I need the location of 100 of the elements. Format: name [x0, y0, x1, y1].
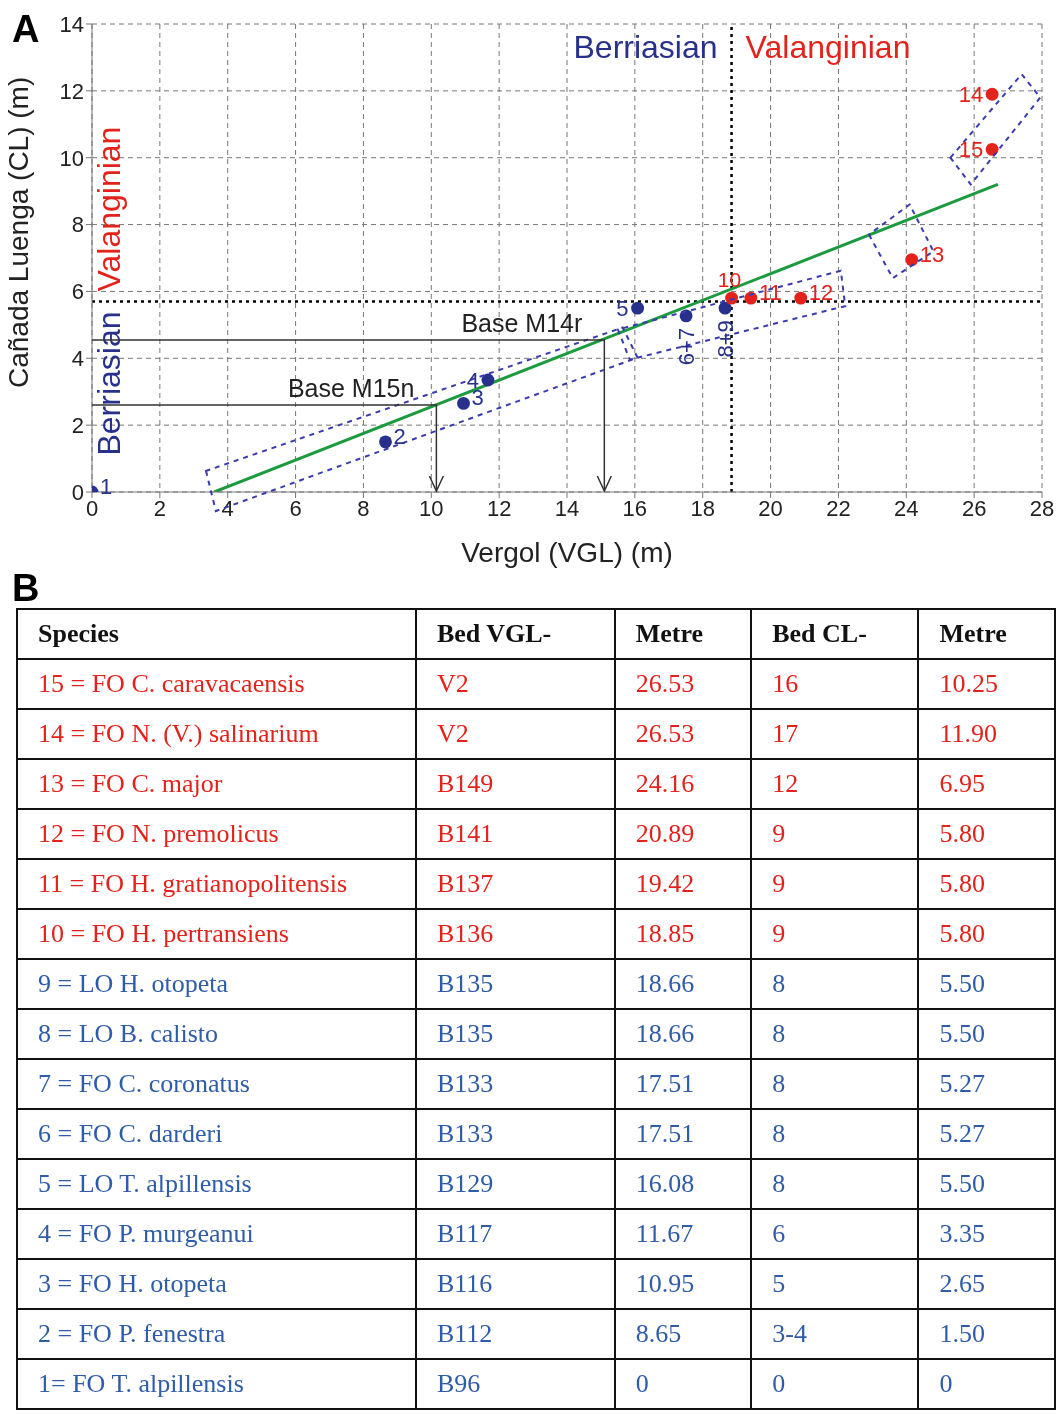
text: 5 = LO T. alpillensis: [17, 1159, 416, 1209]
text: 16: [751, 659, 919, 709]
text: Bed VGL-: [415, 609, 615, 659]
x-tick-label: 10: [419, 495, 444, 521]
text: 6 = FO C. darderi: [17, 1109, 416, 1159]
text: 3-4: [751, 1309, 919, 1359]
text: B133: [415, 1059, 615, 1109]
y-tick-label: 4: [71, 346, 84, 372]
text: B116: [415, 1259, 615, 1309]
annotation: 8+9: [713, 320, 739, 358]
text: 8.65: [614, 1309, 752, 1359]
text: 14 = FO N. (V.) salinarium: [17, 709, 416, 759]
text: 17: [751, 709, 919, 759]
text: 5.50: [918, 1009, 1055, 1059]
annotation: 13: [919, 241, 945, 267]
annotation: Base M15n: [287, 374, 415, 403]
point: [725, 291, 738, 305]
text: 24.16: [614, 759, 752, 809]
text: 18.66: [614, 959, 752, 1009]
text: 16.08: [614, 1159, 752, 1209]
y-tick-label: 14: [59, 11, 84, 37]
text: 9 = LO H. otopeta: [17, 959, 416, 1009]
y-tick-label: 10: [59, 145, 84, 171]
text: 26.53: [614, 709, 752, 759]
text: 11.67: [614, 1209, 752, 1259]
text: 12 = FO N. premolicus: [17, 809, 416, 859]
text: 8 = LO B. calisto: [17, 1009, 416, 1059]
text: 0: [614, 1359, 752, 1409]
x-tick-label: 12: [486, 495, 512, 521]
x-tick-label: 16: [622, 495, 648, 521]
text: 13 = FO C. major: [17, 759, 416, 809]
text: 17.51: [614, 1059, 752, 1109]
x-tick-label: 20: [758, 495, 783, 521]
x-tick-label: 26: [961, 495, 987, 521]
annotation: 11: [758, 280, 782, 306]
text: 0: [751, 1359, 919, 1409]
x-tick-label: 18: [690, 495, 715, 521]
text: B117: [415, 1209, 615, 1259]
point: [631, 301, 644, 315]
text: B: [11, 567, 41, 609]
text: Species: [17, 609, 416, 659]
text: 2.65: [918, 1259, 1055, 1309]
text: V2: [415, 659, 615, 709]
text: B135: [415, 1009, 615, 1059]
text: B133: [415, 1109, 615, 1159]
text: 5.50: [918, 959, 1055, 1009]
text: 9: [751, 909, 919, 959]
text: 18.85: [614, 909, 752, 959]
point: [379, 435, 392, 449]
text: 5.27: [918, 1059, 1055, 1109]
text: 10.25: [918, 659, 1055, 709]
x-tick-label: 4: [221, 495, 234, 521]
x-tick-label: 2: [153, 495, 166, 521]
y-tick-label: 12: [59, 78, 84, 104]
text: 8: [751, 1159, 919, 1209]
y-tick-label: 2: [71, 412, 84, 438]
text: B137: [415, 859, 615, 909]
text: 17.51: [614, 1109, 752, 1159]
point: [481, 373, 495, 387]
text: 19.42: [614, 859, 752, 909]
text: 5: [751, 1259, 919, 1309]
x-tick-label: 28: [1029, 495, 1055, 521]
text: 12: [751, 759, 919, 809]
text: 8: [751, 1109, 919, 1159]
annotation: 5: [616, 296, 629, 322]
text: 5.50: [918, 1159, 1055, 1209]
x-axis-title: Vergol (VGL) (m): [461, 537, 673, 568]
text: 9: [751, 809, 919, 859]
text: 0: [918, 1359, 1055, 1409]
text: V2: [415, 709, 615, 759]
point: [457, 396, 470, 410]
y-tick-label: 6: [71, 279, 84, 305]
text: 8: [751, 1059, 919, 1109]
text: Berriasian: [573, 29, 718, 65]
y-tick-label: 0: [71, 479, 84, 505]
point: [794, 291, 808, 305]
text: 3.35: [918, 1209, 1055, 1259]
text: 18.66: [614, 1009, 752, 1059]
text: 15 = FO C. caravacaensis: [17, 659, 416, 709]
text: 9: [751, 859, 919, 909]
text: 10.95: [614, 1259, 752, 1309]
text: 1= FO T. alpillensis: [17, 1359, 416, 1409]
text: 4 = FO P. murgeanui: [17, 1209, 416, 1259]
text: 1.50: [918, 1309, 1055, 1359]
text: 8: [751, 1009, 919, 1059]
annotation: 2: [393, 423, 406, 449]
y-tick-label: 8: [71, 212, 84, 238]
text: 26.53: [614, 659, 752, 709]
y-axis-title: Cañada Luenga (CL) (m): [2, 76, 34, 388]
text: 5.80: [918, 909, 1055, 959]
text: Valanginian: [745, 29, 911, 65]
annotation: 10: [717, 268, 742, 292]
text: Berriasian: [91, 311, 127, 456]
text: 5.80: [918, 809, 1055, 859]
text: 7 = FO C. coronatus: [17, 1059, 416, 1109]
x-tick-label: 14: [554, 495, 580, 521]
text: 5.80: [918, 859, 1055, 909]
text: B135: [415, 959, 615, 1009]
annotation: 1: [100, 474, 113, 499]
x-tick-label: 24: [894, 495, 919, 521]
